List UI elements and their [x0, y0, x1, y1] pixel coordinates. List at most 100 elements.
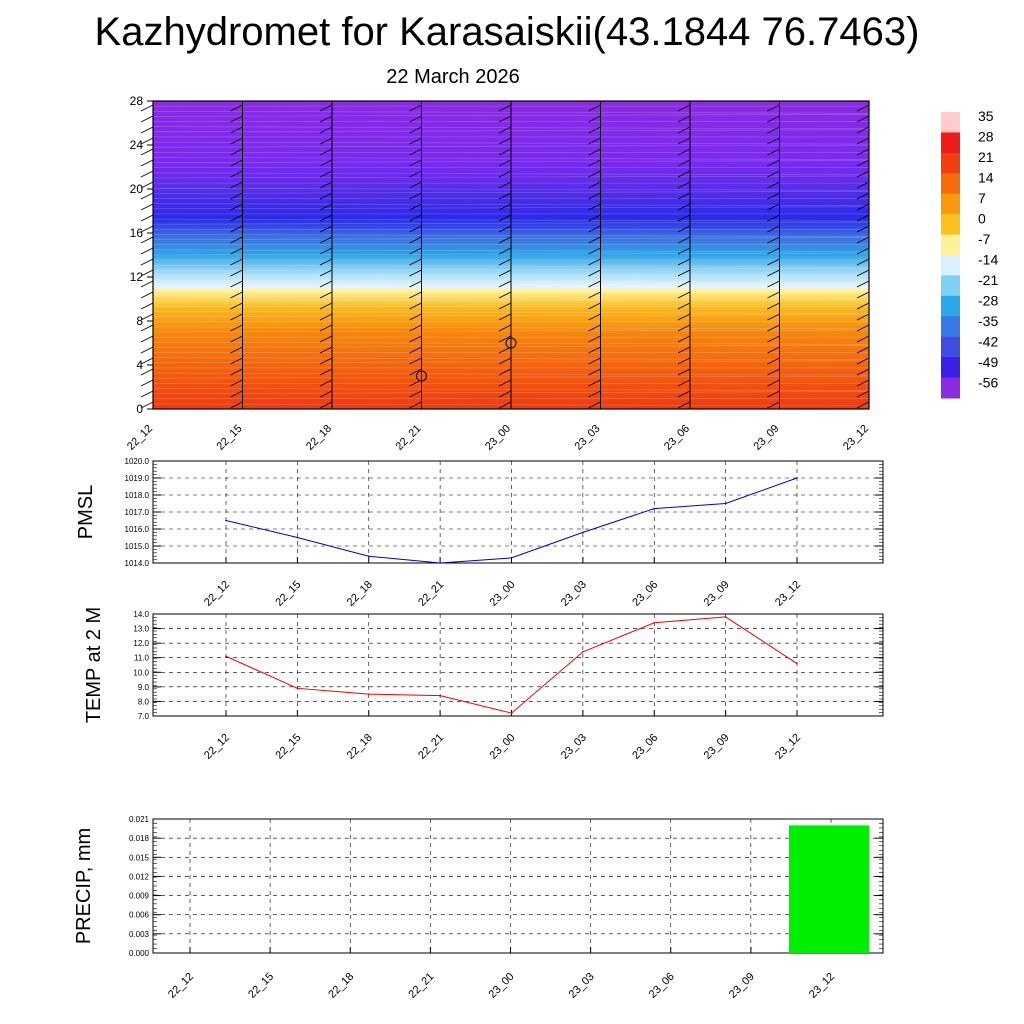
x-tick-label: 23_03	[559, 732, 589, 762]
wind-barb	[767, 357, 780, 365]
data-point	[653, 507, 656, 510]
wind-barb	[319, 324, 333, 332]
wind-barb	[319, 115, 333, 123]
wind-barb	[588, 225, 601, 233]
wind-barb	[856, 104, 870, 112]
wind-barb	[677, 214, 691, 222]
wind-barb	[319, 104, 333, 112]
wind-barb	[230, 170, 243, 178]
wind-barb	[230, 159, 243, 167]
wind-barb	[498, 115, 512, 123]
wind-barb	[856, 137, 870, 145]
wind-barb	[588, 203, 601, 211]
wind-barb	[140, 115, 154, 123]
y-tick-label: 1017.0	[125, 508, 150, 517]
wind-barb	[140, 291, 154, 299]
colorbar-label: 0	[978, 211, 986, 227]
wind-barb	[677, 335, 691, 343]
y-tick-label: 24	[130, 138, 144, 152]
wind-barb	[409, 280, 422, 288]
wind-barb	[409, 236, 422, 244]
wind-barb	[319, 170, 333, 178]
wind-barb	[409, 269, 422, 277]
y-tick-label: 8.0	[138, 697, 150, 706]
wind-barb	[856, 313, 870, 321]
wind-barb	[319, 357, 333, 365]
wind-barb	[498, 302, 512, 310]
colorbar-label: -7	[978, 231, 991, 247]
wind-barb	[856, 126, 870, 134]
wind-barb	[140, 192, 154, 200]
x-tick-label: 22_12	[166, 971, 196, 1001]
wind-barb	[767, 247, 780, 255]
wind-barb	[677, 170, 691, 178]
wind-barb	[409, 181, 422, 189]
wind-barb	[856, 269, 870, 277]
wind-barb	[230, 236, 243, 244]
wind-barb	[856, 115, 870, 123]
y-tick-label: 0.015	[129, 853, 150, 862]
wind-barb	[588, 368, 601, 376]
wind-barb	[498, 390, 512, 398]
wind-barb	[767, 181, 780, 189]
y-axis-label: TEMP at 2 M	[83, 607, 105, 723]
wind-barb	[588, 313, 601, 321]
wind-barb	[230, 324, 243, 332]
wind-barb	[767, 137, 780, 145]
y-tick-label: 14.0	[133, 610, 149, 619]
wind-barb	[140, 137, 154, 145]
colorbar-label: -14	[978, 252, 998, 268]
y-tick-label: 13.0	[133, 625, 149, 634]
wind-barb	[319, 225, 333, 233]
wind-barb	[588, 346, 601, 354]
x-tick-label: 23_00	[483, 423, 513, 453]
wind-barb	[498, 170, 512, 178]
x-tick-label: 22_15	[246, 971, 276, 1001]
wind-barb	[319, 291, 333, 299]
wind-barb	[767, 390, 780, 398]
wind-barb	[498, 401, 512, 409]
wind-barb	[230, 368, 243, 376]
wind-barb	[319, 137, 333, 145]
x-tick-label: 22_15	[273, 579, 303, 609]
wind-barb	[767, 269, 780, 277]
wind-barb	[856, 214, 870, 222]
wind-barb	[588, 115, 601, 123]
data-point	[367, 693, 370, 695]
wind-barb	[677, 104, 691, 112]
wind-barb	[856, 192, 870, 200]
wind-barb	[767, 104, 780, 112]
data-point	[439, 694, 441, 697]
wind-barb	[498, 368, 512, 376]
wind-barb	[856, 203, 870, 211]
temp-panel: 14.0 13.0 12.0 11.0 10.0 9.0 8.0 7.0 22_12 22_15 2…	[83, 607, 884, 762]
wind-barb	[409, 225, 422, 233]
wind-barb	[409, 203, 422, 211]
wind-barb	[140, 280, 154, 288]
wind-barb	[498, 291, 512, 299]
wind-barb	[230, 269, 243, 277]
wind-barb	[230, 214, 243, 222]
wind-barb	[498, 324, 512, 332]
x-tick-label: 23_06	[630, 579, 660, 609]
wind-barb	[319, 390, 333, 398]
wind-barb	[588, 170, 601, 178]
wind-barb	[588, 357, 601, 365]
wind-barb	[230, 148, 243, 156]
wind-barb	[319, 148, 333, 156]
y-axis-label: PMSL	[75, 485, 97, 539]
wind-barb	[140, 335, 154, 343]
x-tick-label: 22_15	[215, 423, 245, 453]
wind-barb	[767, 258, 780, 266]
data-point	[582, 531, 584, 534]
colorbar-swatch	[941, 234, 960, 256]
wind-barb	[230, 247, 243, 255]
precip-panel: 0.021 0.018 0.015 0.012 0.009 0.006 0.003 0.000…	[73, 815, 884, 1001]
wind-barb	[409, 170, 422, 178]
wind-barb	[409, 368, 422, 376]
wind-barb	[677, 291, 691, 299]
wind-barb	[230, 181, 243, 189]
y-tick-label: 1019.0	[125, 474, 150, 483]
wind-barb	[140, 357, 154, 365]
wind-barb	[230, 225, 243, 233]
